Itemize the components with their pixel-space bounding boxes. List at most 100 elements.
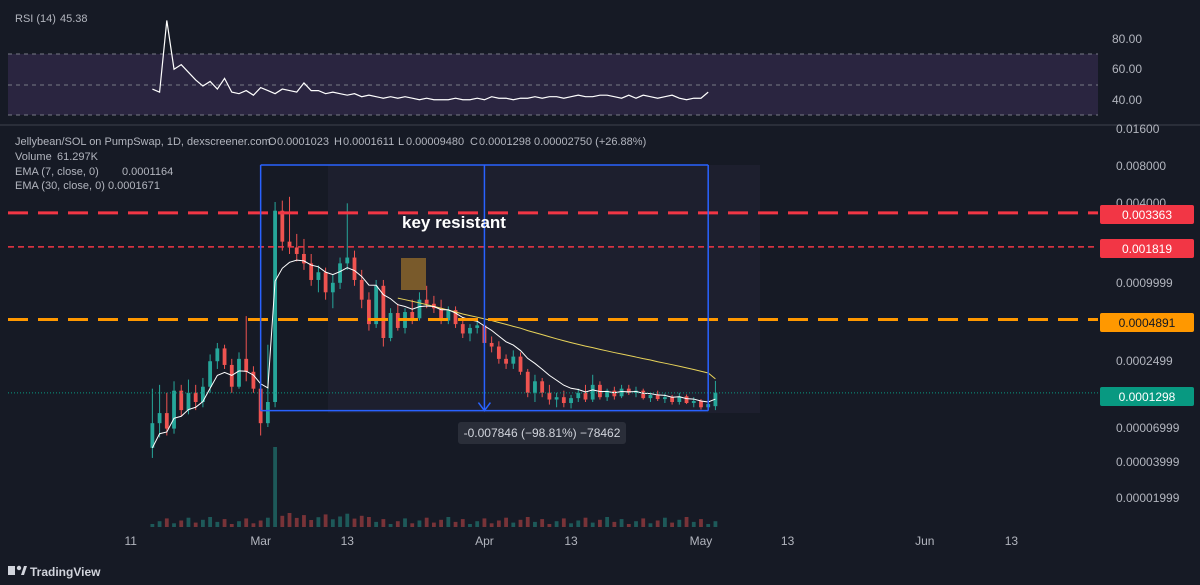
volume-bar-41 [446,517,451,527]
candle-body-1 [157,413,162,424]
volume-bar-42 [453,521,458,527]
candle-body-4 [179,390,184,411]
volume-bar-53 [533,521,537,527]
candle-body-50 [511,356,516,364]
candle-body-22 [309,263,314,280]
volume-bar-20 [294,517,299,527]
candle-body-63 [605,390,610,398]
candle-body-49 [504,358,508,364]
candle-body-69 [648,394,653,399]
measure-arrowhead [477,402,492,412]
time-tick-apr-13: 13 [564,534,578,548]
price-tick-6: 0.00003999 [1116,455,1180,469]
rsi-tick-60: 60.00 [1112,62,1142,76]
volume-bar-60 [583,517,588,527]
volume-bar-68 [641,518,646,527]
candle-body-59 [576,392,581,399]
volume-bar-35 [403,518,407,527]
volume-bar-37 [417,520,422,527]
time-axis[interactable]: 11 Mar 13 Apr 13 May 13 Jun 13 [124,534,1018,548]
annotation-text[interactable]: key resistant [402,213,506,232]
candle-body-51 [518,356,523,372]
volume-bar-24 [323,514,328,527]
volume-bar-26 [338,516,342,527]
rsi-tick-40: 40.00 [1112,93,1142,107]
volume-bar-15 [258,520,263,527]
price-tick-7: 0.00001999 [1116,491,1180,505]
volume-bar-13 [244,518,249,527]
volume-bar-36 [410,523,415,527]
candle-body-58 [569,398,573,404]
time-tick-mar-13: 13 [341,534,355,548]
rsi-pane: RSI (14) 45.38 80.00 60.00 40.00 [8,13,1142,116]
volume-bar-49 [504,517,508,527]
volume-bar-3 [172,523,176,527]
candle-body-66 [626,388,631,393]
candle-body-10 [222,348,227,365]
volume-bar-54 [540,519,545,527]
volume-bar-11 [229,524,234,527]
tradingview-logo[interactable]: TradingView [8,565,101,579]
candle-body-60 [583,392,588,400]
volume-bar-78 [713,521,718,527]
volume-bar-69 [648,523,653,527]
candle-body-30 [367,299,371,325]
price-badge-00004891 [1100,313,1194,332]
candle-body-42 [453,310,458,325]
candle-body-31 [374,285,379,325]
volume-bar-32 [381,519,386,527]
legend-close: 0.0001298 [479,136,531,148]
volume-bar-30 [367,517,371,527]
measure-label: -0.007846 (−98.81%) −78462 [464,426,621,440]
volume-bar-50 [511,522,516,527]
candle-body-17 [273,210,277,403]
volume-bar-21 [302,515,306,527]
candle-body-43 [460,324,465,334]
candle-body-33 [388,313,393,339]
candle-body-75 [691,401,696,404]
price-badge-0001819 [1100,239,1194,258]
candle-body-16 [265,402,270,424]
candle-body-41 [446,310,451,321]
legend-volume: 61.297K [57,151,99,163]
candle-body-5 [186,392,191,411]
time-tick-may-13: 13 [781,534,795,548]
candle-body-76 [699,401,703,408]
volume-bar-64 [612,521,617,527]
volume-bar-29 [359,515,364,527]
price-axis[interactable]: 0.01600 0.008000 0.004000 0.0009999 0.00… [1100,122,1194,505]
candle-body-36 [410,312,415,319]
candle-body-23 [316,272,321,280]
candle-body-53 [533,381,537,393]
volume-bar-2 [164,518,169,527]
volume-bar-33 [388,524,393,527]
candle-body-44 [468,327,472,334]
volume-bar-51 [518,519,523,527]
volume-bar-52 [525,517,530,527]
measure-box [328,165,760,413]
time-tick-mar: Mar [250,534,271,548]
volume-bar-66 [626,524,631,527]
volume-bar-7 [201,519,205,527]
annotation-box [401,258,426,290]
ema7-line [151,259,716,449]
volume-bar-58 [569,523,573,527]
volume-bar-4 [179,520,184,527]
candle-body-38 [424,299,429,304]
price-tick-5: 0.00006999 [1116,421,1180,435]
time-tick-jun: Jun [915,534,934,548]
volume-bar-45 [475,521,480,527]
volume-bar-75 [691,521,696,527]
candle-body-54 [540,381,545,393]
price-pane: -0.007846 (−98.81%) −78462 key resistant [8,164,1098,527]
price-badge-last [1100,387,1194,406]
volume-bar-1 [157,521,162,527]
legend-close-label: C [470,136,478,148]
price-tick-1: 0.008000 [1116,159,1166,173]
volume-bar-56 [554,521,559,527]
volume-bar-9 [215,521,220,527]
candle-body-72 [670,397,675,403]
volume-bar-71 [662,517,667,527]
volume-bar-72 [670,522,675,527]
